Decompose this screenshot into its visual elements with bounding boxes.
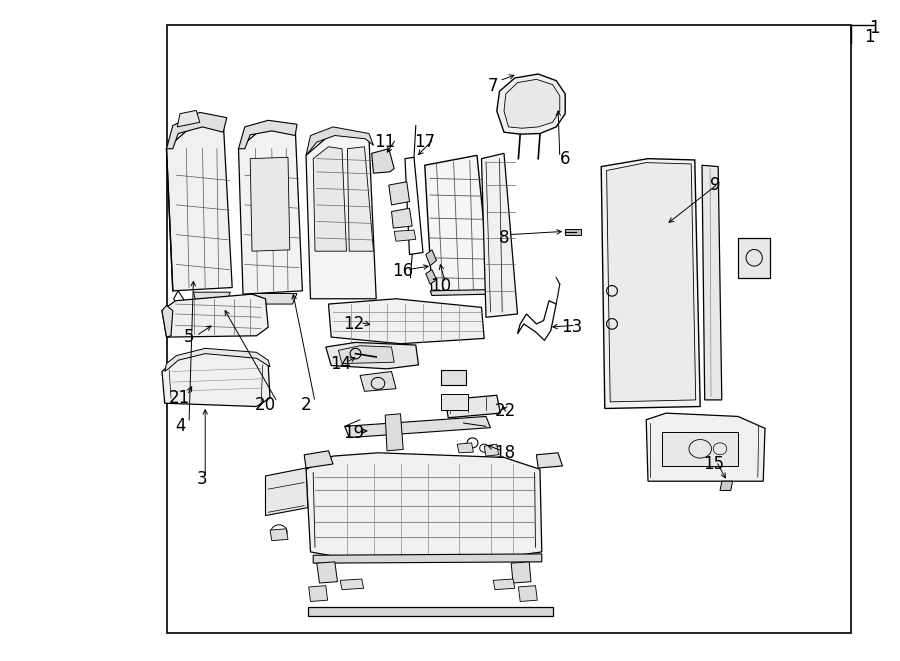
Polygon shape [504,79,560,128]
Polygon shape [328,299,484,344]
Text: 20: 20 [255,395,276,414]
Text: 4: 4 [175,417,185,436]
Polygon shape [394,230,416,241]
Polygon shape [646,413,765,481]
Polygon shape [392,208,412,228]
Text: 8: 8 [499,229,509,247]
Polygon shape [326,342,419,369]
Polygon shape [308,607,553,616]
Polygon shape [177,110,200,127]
Text: 6: 6 [560,149,571,168]
Text: 15: 15 [703,455,724,473]
Polygon shape [497,74,565,134]
Polygon shape [446,395,500,418]
Text: 7: 7 [488,77,499,95]
Polygon shape [493,579,515,590]
Polygon shape [702,165,722,400]
Polygon shape [340,579,364,590]
Text: 22: 22 [495,402,517,420]
Polygon shape [306,132,376,299]
Text: 10: 10 [430,276,452,295]
Polygon shape [720,481,733,490]
Polygon shape [338,346,394,364]
Polygon shape [270,529,288,541]
Text: 21: 21 [168,389,190,407]
Polygon shape [738,238,770,278]
Polygon shape [457,443,473,453]
Text: 19: 19 [343,424,364,442]
Polygon shape [426,270,436,284]
Polygon shape [266,468,308,516]
Polygon shape [385,414,403,451]
Bar [441,370,466,385]
Polygon shape [536,453,562,468]
Polygon shape [511,562,531,583]
Polygon shape [426,250,436,266]
Polygon shape [162,352,270,407]
Text: 9: 9 [710,176,721,194]
Text: 3: 3 [197,470,208,488]
Polygon shape [166,119,232,291]
Polygon shape [430,290,493,295]
Polygon shape [306,453,542,559]
Text: 17: 17 [414,133,436,151]
Polygon shape [309,586,328,602]
Polygon shape [306,127,373,155]
Text: 12: 12 [343,315,364,333]
Text: 18: 18 [494,444,516,462]
Polygon shape [607,163,696,402]
Polygon shape [252,293,297,304]
Polygon shape [482,153,517,317]
Polygon shape [601,159,700,408]
Polygon shape [166,112,227,149]
Polygon shape [518,586,537,602]
Polygon shape [347,147,374,251]
Polygon shape [372,149,394,173]
Text: 2: 2 [301,395,311,414]
Text: 1: 1 [864,28,875,46]
Polygon shape [313,147,346,251]
Text: 13: 13 [561,318,582,336]
Polygon shape [345,416,490,438]
Polygon shape [313,554,542,563]
Polygon shape [238,120,297,149]
Bar [441,394,468,410]
Polygon shape [389,182,410,205]
Text: 16: 16 [392,262,413,280]
Text: 14: 14 [329,354,351,373]
Polygon shape [250,157,290,251]
Polygon shape [165,348,270,371]
Text: 11: 11 [374,133,396,151]
Text: 5: 5 [184,328,194,346]
Polygon shape [194,292,230,304]
Text: 1: 1 [869,19,880,37]
Polygon shape [360,371,396,391]
Polygon shape [317,562,338,583]
Polygon shape [162,294,268,337]
Polygon shape [484,444,499,456]
Bar [166,25,850,633]
Polygon shape [425,155,490,294]
Polygon shape [304,451,333,468]
Polygon shape [162,305,173,337]
Polygon shape [238,126,302,294]
Bar [565,229,581,235]
Bar [662,432,738,466]
